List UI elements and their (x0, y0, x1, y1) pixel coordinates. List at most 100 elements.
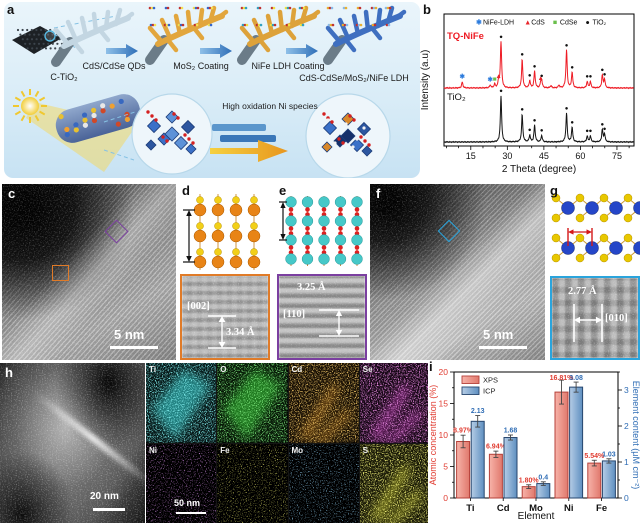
value-label: 3.08 (569, 375, 583, 382)
peak-marker: ● (603, 72, 607, 78)
roi-box-cds (52, 265, 69, 281)
bar-xps-Ni (554, 391, 569, 499)
eds-noise (217, 443, 288, 523)
curve-label-tio2: TiO₂ (447, 92, 466, 103)
plot-frame (443, 13, 635, 147)
eds-noise (217, 363, 288, 443)
step-label-final: CdS-CdSe/MoS₂/NiFe LDH (299, 73, 409, 83)
eds-map-ti: Ti (146, 363, 217, 443)
composition-plot: 0 5 10 15 20 0 1 2 3 Ti 8.97% 2.13 Cd 6.94% 1.68 Mo 1.80… (428, 367, 640, 522)
peak-marker: ● (528, 73, 532, 79)
eds-scale-bar (176, 511, 206, 514)
legend-label: TiO₂ (593, 20, 607, 27)
value-label: 6.94% (486, 444, 507, 451)
xrd-curve-tio2 (443, 95, 634, 144)
value-label: 8.97% (453, 428, 474, 435)
bar-icp-Fe (601, 460, 616, 499)
x-tick-label: Mo (529, 503, 543, 514)
peak-marker: ▲ (537, 75, 543, 82)
y-axis-title: Intensity (a.u) (420, 50, 431, 111)
legend-symbol: ● (586, 20, 590, 27)
eds-map-o: O (217, 363, 288, 443)
value-label: 5.54% (584, 453, 605, 460)
x-tick-label: 45 (539, 151, 549, 161)
value-label: 1.03 (602, 451, 616, 458)
panel-f-label: f (376, 186, 381, 201)
peak-marker: ● (601, 68, 605, 74)
value-label: 1.80% (519, 477, 540, 484)
panel-b-label: b (423, 2, 431, 17)
scale-bar-text: 5 nm (114, 327, 145, 342)
peak-marker: ● (499, 89, 503, 95)
eds-noise (146, 443, 217, 523)
xrd-plot: 15 30 45 60 75 2 Theta (degree) Intensity (a.u… (420, 13, 635, 175)
peak-marker: ● (565, 106, 569, 112)
y-tick-label-right: 3 (624, 385, 629, 395)
peak-marker: ● (520, 52, 524, 58)
peak-marker: ● (533, 64, 537, 70)
peak-marker: ● (589, 74, 593, 80)
panel-e-label: e (279, 183, 287, 198)
spacing-label: 3.25 Å (297, 282, 326, 293)
mos2-atomic-model (551, 193, 640, 263)
panel-i-composition-chart: i 0 5 10 15 20 0 1 2 3 Ti 8.97% 2.13 Cd 6.94% 1.68 Mo 1.… (428, 360, 640, 523)
eds-label: Cd (291, 365, 303, 374)
panel-d-label: d (182, 183, 190, 198)
x-tick-label: Cd (497, 503, 510, 514)
scale-bar (110, 346, 158, 349)
sun-icon (13, 89, 47, 123)
eds-noise (146, 363, 217, 443)
panel-e-tio2-structure: e 3.25 Å [110] (277, 184, 367, 360)
eds-map-ni: Ni 50 nm (146, 443, 217, 523)
eds-map-cd: Cd (288, 363, 359, 443)
legend-symbol: ■ (553, 20, 557, 27)
eds-scale-bar-text: 50 nm (174, 497, 201, 508)
peak-marker: ● (499, 35, 503, 41)
eds-label: Mo (291, 445, 304, 455)
nanorod-structure (323, 5, 407, 65)
spacing-label: 3.34 Å (226, 327, 255, 338)
peak-marker: ● (528, 128, 532, 134)
legend-symbol: ▲ (524, 20, 531, 27)
legend-label: CdS (531, 20, 545, 27)
value-label: 0.4 (538, 474, 548, 481)
panel-g-mos2-structure: g 2.77 Å [010] (548, 184, 640, 360)
plane-label: [002] (187, 301, 210, 312)
eds-label: O (220, 365, 227, 374)
peak-marker: ■ (493, 76, 497, 83)
y-tick-label-right: 0 (624, 493, 629, 503)
process-arrow (286, 44, 318, 58)
mos2-lattice-inset: 2.77 Å [010] (550, 276, 640, 360)
annotation-high-oxidation: High oxidation Ni species (222, 101, 318, 111)
panel-d-cds-structure: d [002] 3.34 Å (180, 184, 270, 360)
x-axis-title: 2 Theta (degree) (502, 164, 576, 175)
scale-bar (479, 346, 527, 349)
y-tick-label-left: 0 (443, 493, 448, 503)
peak-marker: ● (585, 74, 589, 80)
eds-label: S (362, 445, 369, 455)
x-tick-label: 30 (502, 151, 512, 161)
nanorod-structure (51, 7, 135, 67)
step-label-cdscdse: CdS/CdSe QDs (82, 61, 146, 71)
peak-marker: ● (570, 65, 574, 71)
bright-streak (31, 389, 145, 488)
xrd-curve-tq-nife (443, 41, 634, 90)
peak-marker: ● (603, 127, 607, 133)
eds-noise (288, 443, 359, 523)
spacing-label: 2.77 Å (568, 286, 597, 297)
legend-label: XPS (483, 376, 498, 385)
x-tick-label: Ti (466, 503, 474, 514)
value-label: 16.81% (550, 375, 575, 382)
step-label-mos2: MoS₂ Coating (173, 61, 229, 71)
eds-map-se: Se (359, 363, 430, 443)
panel-f-hrtem: f 5 nm (370, 184, 545, 360)
decorated-nanorod (55, 94, 141, 143)
legend-swatch-xps (461, 375, 480, 384)
peak-marker: ✱ (460, 73, 466, 81)
bar-xps-Cd (488, 453, 503, 499)
y-tick-label-left: 15 (439, 399, 449, 409)
eds-label: Ni (149, 445, 157, 455)
legend-symbol: ✱ (476, 19, 482, 27)
tem-image (370, 184, 545, 360)
